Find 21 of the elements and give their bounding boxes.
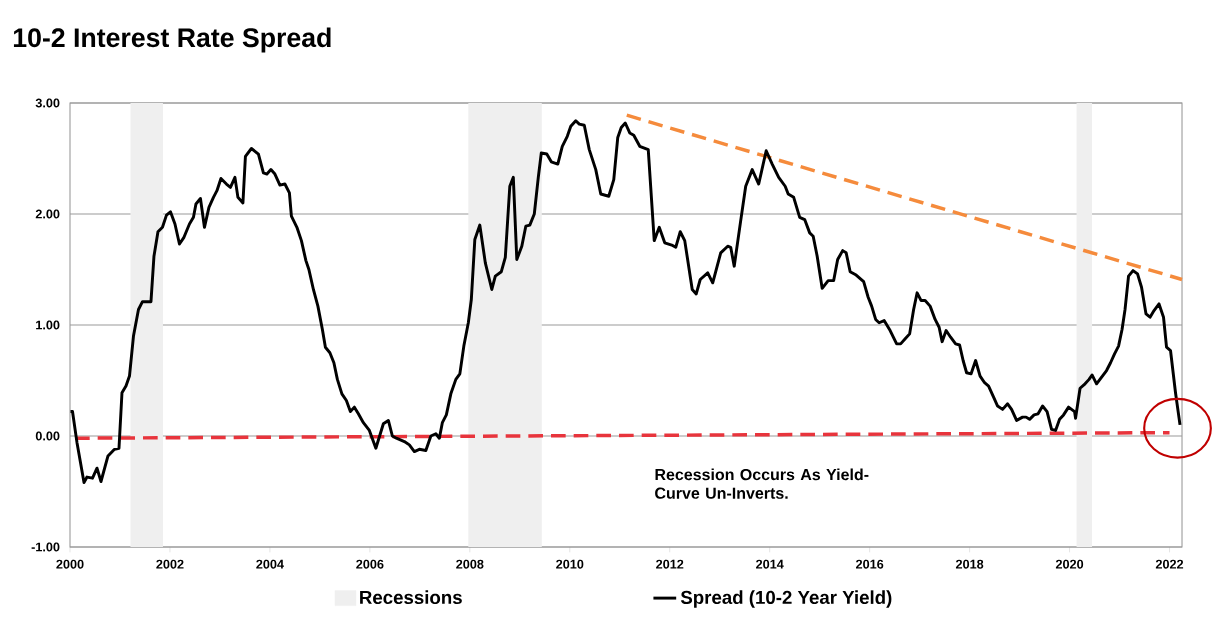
y-tick-label: 0.00 [35, 431, 60, 441]
y-tick-label: 2.00 [35, 209, 60, 219]
x-tick-label: 2012 [656, 559, 684, 569]
x-tick-label: 2022 [1155, 559, 1184, 569]
legend-label: Recessions [360, 590, 462, 605]
chart-title: 10-2 Interest Rate Spread [13, 27, 331, 53]
x-tick-label: 2002 [156, 559, 184, 569]
x-tick-label: 2020 [1055, 559, 1084, 569]
annotation: Recession Occurs As Yield-Curve Un-Inverts. [655, 468, 869, 499]
x-tick-label: 2018 [955, 559, 984, 569]
x-tick-label: 2000 [56, 559, 84, 569]
legend-label: Spread (10-2 Year Yield) [680, 590, 892, 608]
y-tick-label: 1.00 [36, 320, 60, 330]
x-tick-label: 2008 [456, 559, 484, 569]
x-tick-label: 2006 [356, 559, 384, 569]
x-tick-label: 2014 [756, 559, 784, 569]
x-tick-label: 2010 [556, 559, 584, 569]
y-tick-label: -1.00 [31, 542, 60, 552]
y-tick-label: 3.00 [35, 98, 60, 108]
x-tick-label: 2004 [256, 559, 284, 569]
x-tick-label: 2016 [856, 559, 884, 569]
